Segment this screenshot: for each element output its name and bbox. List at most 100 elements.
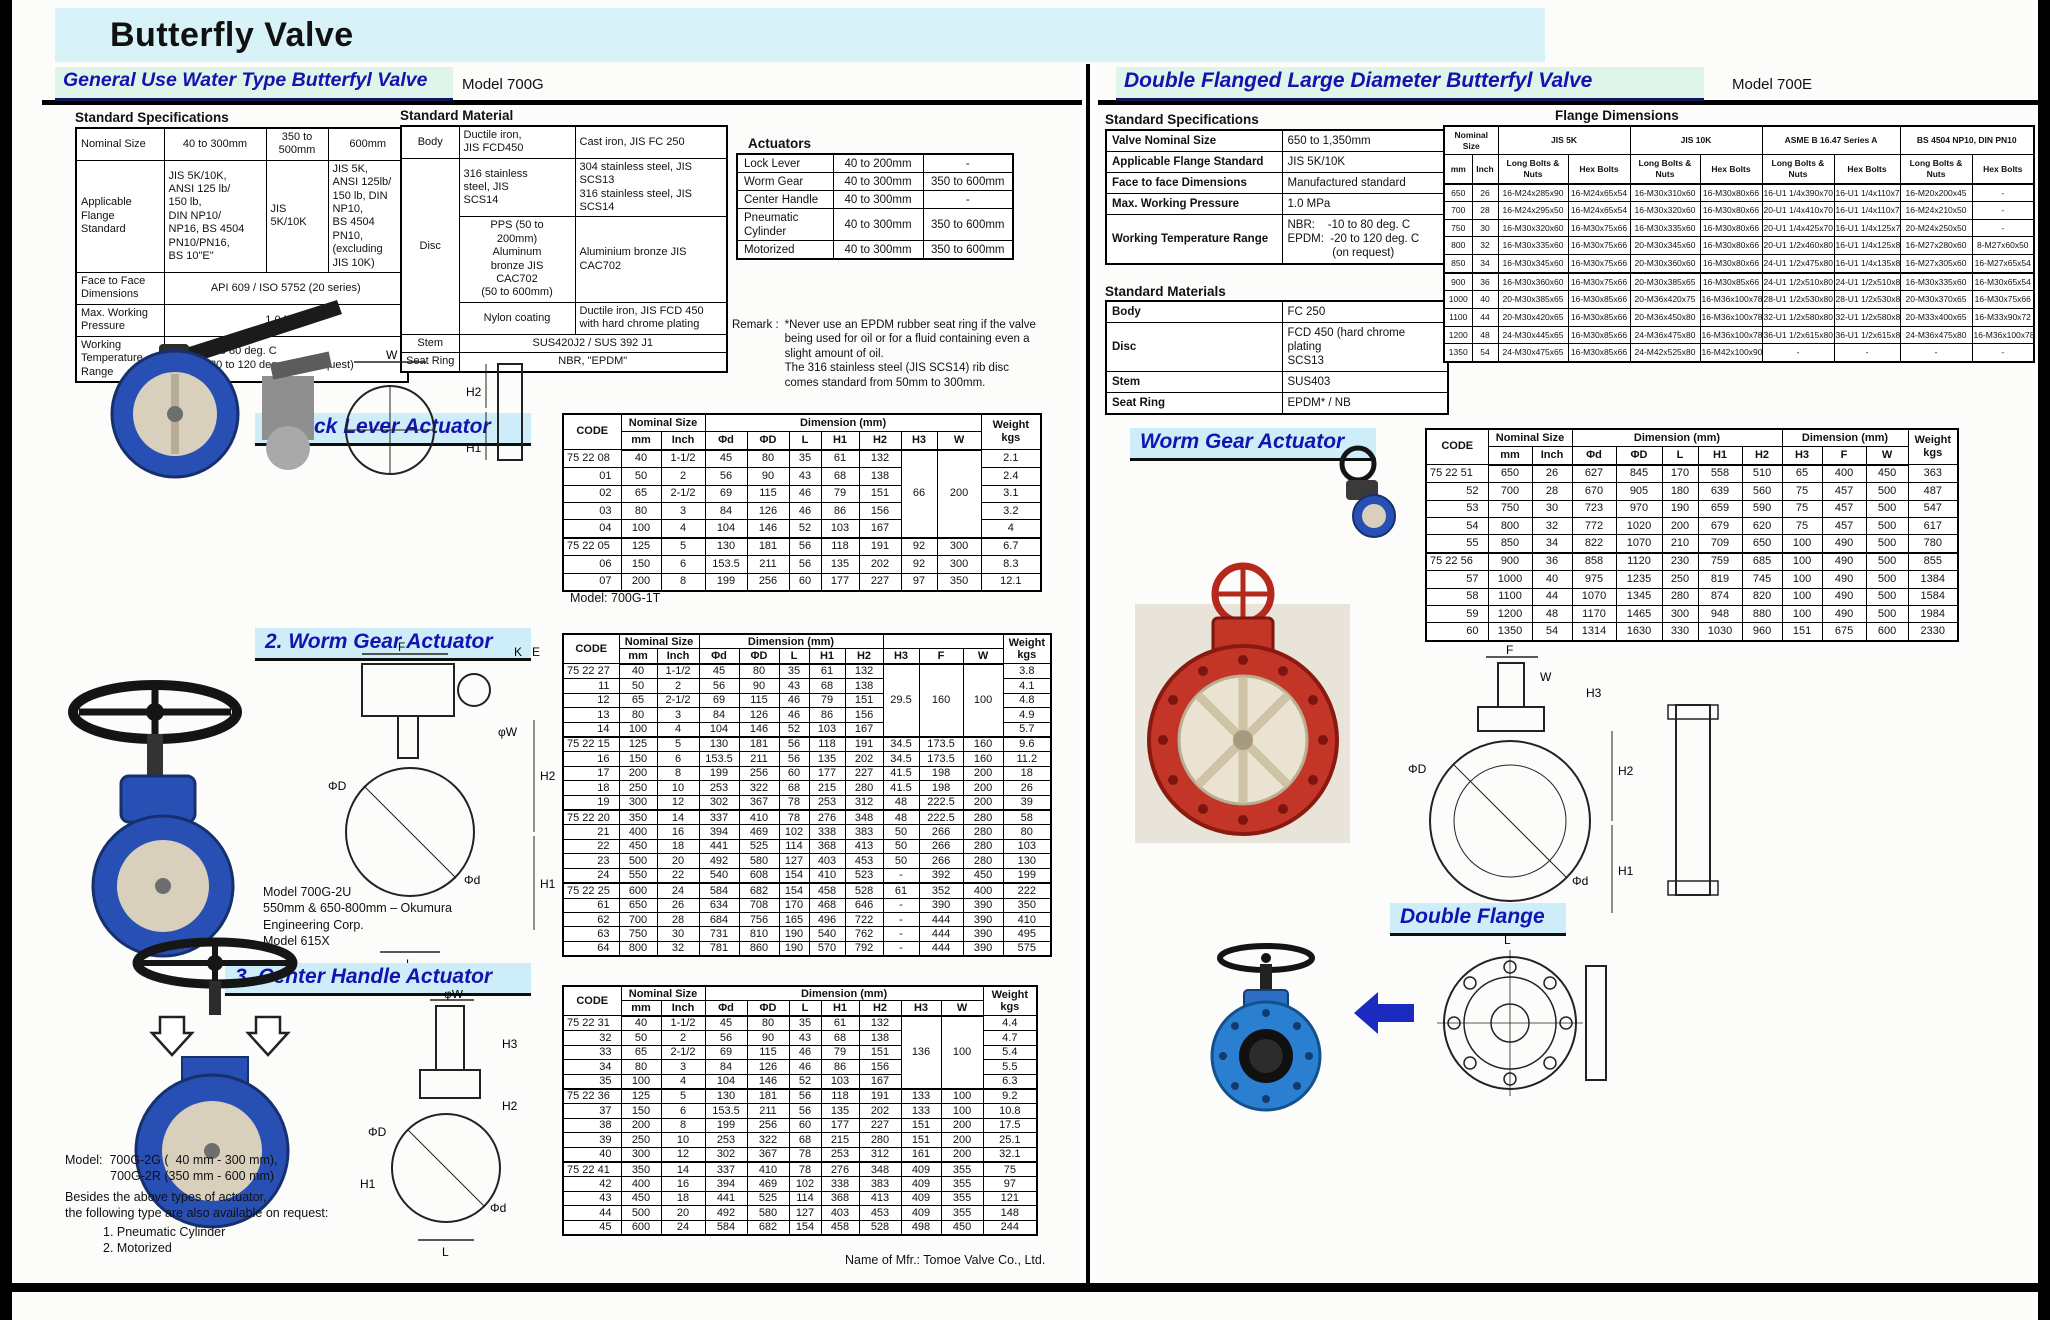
cell: 792	[844, 940, 884, 957]
cell: 69	[698, 692, 740, 709]
header-cell: Φd	[704, 431, 748, 451]
cell: 444	[918, 940, 964, 957]
header-cell: W	[940, 1000, 984, 1017]
cell: 646	[844, 897, 884, 914]
header-cell: mm	[1443, 154, 1473, 185]
cell: 75	[982, 1161, 1038, 1178]
cell: EPDM* / NB	[1281, 392, 1449, 415]
cell: 40 to 300mm	[832, 190, 924, 210]
cell: 367	[738, 794, 780, 811]
cell: 65	[620, 1044, 662, 1061]
cell: 16-M27x65x54	[1971, 253, 2035, 274]
footer-note: Besides the above types of actuator, the…	[65, 1189, 329, 1220]
cell: 500	[1865, 605, 1909, 624]
cell: 24-M36x475x80	[1899, 325, 1973, 345]
cell: 590	[1741, 499, 1783, 519]
cell: 394	[698, 824, 740, 840]
cell: 16-M30x320x60	[1497, 218, 1569, 238]
cell: 1.0 MPa	[1281, 193, 1449, 216]
cell: 100	[1781, 551, 1823, 572]
cell: 181	[746, 1087, 790, 1105]
cell: 874	[1697, 587, 1743, 607]
column-divider	[1086, 64, 1090, 1283]
cell: 16-M30x360x60	[1497, 271, 1569, 292]
cell: Body	[400, 125, 460, 159]
section-worm-gear-heading: 2. Worm Gear Actuator	[255, 628, 531, 661]
cell: 19	[562, 794, 620, 811]
cell: -	[882, 912, 920, 928]
cell: 50	[620, 467, 662, 486]
header-cell: H3	[900, 1000, 942, 1017]
cell: 32	[656, 940, 700, 957]
cell: 1-1/2	[660, 1015, 706, 1032]
cell: 118	[820, 536, 860, 557]
cell: 4.9	[1002, 707, 1052, 723]
right-spec-table: Valve Nominal Size 650 to 1,350mm Applicab…	[1105, 129, 1449, 266]
dim-label: H2	[1618, 764, 1634, 778]
cell: 16-M20x200x45	[1899, 182, 1973, 203]
cell: 80	[618, 707, 658, 723]
cell: 20	[660, 1205, 706, 1221]
cell: 266	[918, 824, 964, 840]
header-cell: H1	[820, 1000, 860, 1017]
cell: 56	[788, 555, 822, 574]
cell: 32-U1 1/2x580x80	[1833, 307, 1901, 327]
cell: 36	[1531, 551, 1573, 572]
cell: 16-M30x80x66	[1699, 253, 1763, 274]
cell: 230	[1661, 551, 1699, 572]
cell: 165	[778, 912, 810, 928]
cell: 48	[882, 809, 920, 826]
cell: 181	[746, 536, 790, 557]
header-cell: Long Bolts & Nuts	[1761, 154, 1835, 185]
cell: 24	[656, 882, 700, 899]
cell: 211	[746, 555, 790, 574]
cell: 560	[1741, 482, 1783, 501]
cell: 28-U1 1/2x530x80	[1761, 290, 1835, 309]
cell: 3.1	[980, 484, 1042, 504]
cell: 75 22 20	[562, 809, 620, 826]
cell: Disc	[1105, 322, 1283, 373]
cell: 469	[746, 1176, 790, 1192]
cell: 61	[808, 663, 846, 680]
cell: 24-U1 1/2x475x80	[1761, 253, 1835, 274]
cell: Disc	[400, 157, 460, 335]
cell: 1465	[1615, 605, 1663, 624]
cell: 500	[1865, 517, 1909, 536]
cell: 409	[900, 1161, 942, 1178]
cell: 28	[656, 912, 700, 928]
cell: 457	[1821, 517, 1867, 536]
cell: 244	[982, 1219, 1038, 1236]
cell: 679	[1697, 517, 1743, 536]
cell: 61	[882, 882, 920, 899]
cell: 130	[698, 735, 740, 753]
cell: 458	[808, 882, 846, 899]
cell: 4.7	[982, 1030, 1038, 1046]
center-handle-table: CODE Nominal Size Dimension (mm) Weight kgs…	[562, 985, 1039, 1237]
cell: 154	[778, 882, 810, 899]
cell: Stem	[400, 333, 460, 354]
cell: 819	[1697, 570, 1743, 589]
cell: 54	[1425, 517, 1489, 536]
cell: 4.1	[1002, 678, 1052, 694]
cell: 200	[618, 765, 658, 782]
cell: 24-U1 1/2x510x80	[1833, 271, 1901, 292]
right-model-label: Model 700E	[1732, 76, 1813, 93]
cell: 61	[820, 449, 860, 469]
cell: Pneumatic Cylinder	[736, 208, 834, 242]
cell: 540	[808, 926, 846, 942]
cell: 600	[1865, 622, 1909, 642]
cell: 16-M27x305x60	[1899, 253, 1973, 274]
dim-label: H2	[540, 769, 556, 783]
cell: 14	[660, 1161, 706, 1178]
cell: 367	[746, 1146, 790, 1163]
cell: 222	[1002, 882, 1052, 899]
cell: 125	[620, 1087, 662, 1105]
dim-label: H1	[1618, 864, 1634, 878]
cell: 5.5	[982, 1059, 1038, 1075]
cell: 199	[698, 765, 740, 782]
cell: 118	[820, 1087, 860, 1105]
cell: 200	[962, 765, 1004, 782]
cell: 32-U1 1/2x580x80	[1761, 307, 1835, 327]
cell: 06	[562, 555, 622, 574]
cell: 191	[844, 735, 884, 753]
